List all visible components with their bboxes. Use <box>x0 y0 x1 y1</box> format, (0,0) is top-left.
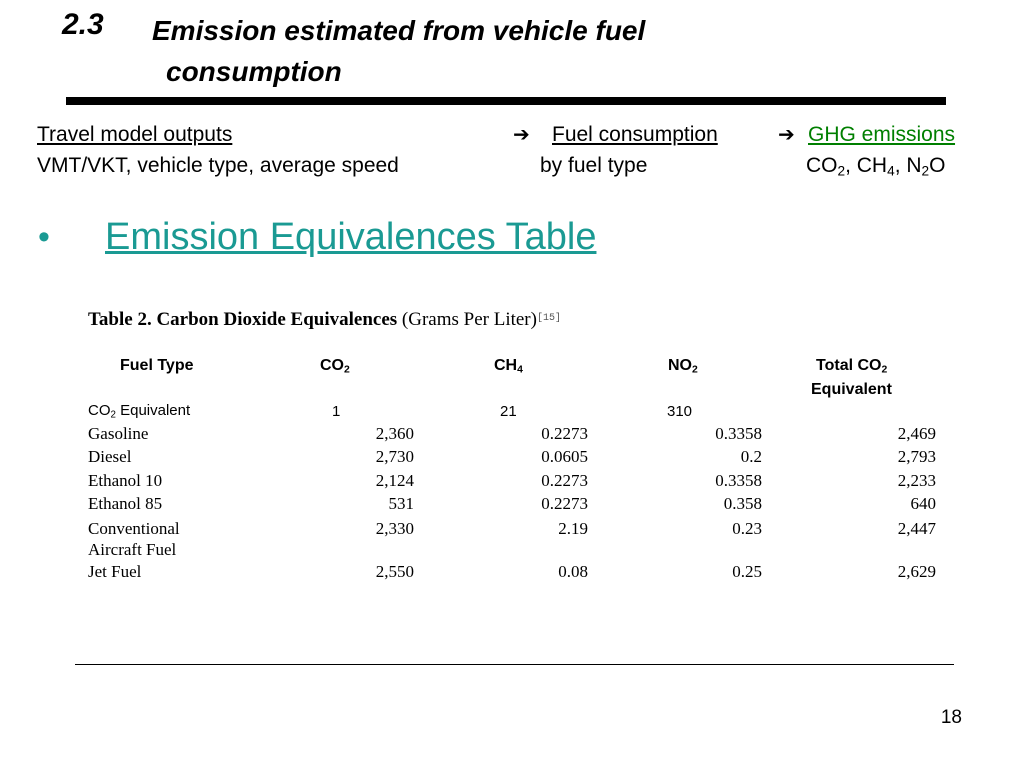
fuel-consumption-detail: by fuel type <box>540 154 648 177</box>
header-fuel-type: Fuel Type <box>120 357 194 374</box>
fuel-name: Ethanol 85 <box>88 494 163 513</box>
slide-title: 2.3 <box>62 8 104 42</box>
table-row: Jet Fuel 2,550 0.08 0.25 2,629 <box>0 562 1024 586</box>
emission-equivalences-link[interactable]: Emission Equivalences Table <box>105 216 597 258</box>
ch4-value: 0.2273 <box>541 471 588 490</box>
bullet-icon: • <box>38 218 50 256</box>
ch4-value: 0.2273 <box>541 424 588 443</box>
fuel-consumption-label: Fuel consumption <box>552 123 718 146</box>
reference-marker: [15] <box>536 313 561 324</box>
total-value: 2,447 <box>897 519 936 538</box>
fuel-name: Diesel <box>88 447 132 466</box>
fuel-name: Gasoline <box>88 424 149 443</box>
co2-value: 531 <box>388 494 415 513</box>
ch4-value: 2.19 <box>558 519 588 538</box>
no2-value: 0.2 <box>740 447 762 466</box>
right-arrow-icon: ➔ <box>513 124 530 146</box>
slide-title-line2: consumption <box>166 56 342 87</box>
no2-value: 0.3358 <box>715 471 762 490</box>
header-ch4: CH4 <box>494 357 523 376</box>
section-number: 2.3 <box>62 8 104 41</box>
ch4-value: 0.2273 <box>541 494 588 513</box>
page-number: 18 <box>940 707 962 728</box>
travel-model-detail: VMT/VKT, vehicle type, average speed <box>37 154 399 177</box>
table-bottom-rule <box>75 664 954 665</box>
total-value: 640 <box>910 494 937 513</box>
ch4-value: 0.0605 <box>541 447 588 466</box>
header-co2: CO2 <box>320 357 350 376</box>
table-row: Gasoline 2,360 0.2273 0.3358 2,469 <box>0 424 1024 448</box>
table-row: Ethanol 85 531 0.2273 0.358 640 <box>0 494 1024 518</box>
ghg-emissions-label: GHG emissions <box>808 123 956 146</box>
no2-value: 0.25 <box>732 562 762 581</box>
total-value: 2,469 <box>897 424 936 443</box>
right-arrow-icon: ➔ <box>778 124 795 146</box>
ch4-equivalent-value: 21 <box>500 403 517 420</box>
fuel-name: Jet Fuel <box>88 562 142 581</box>
ghg-gases-list: CO2, CH4, N2O <box>806 154 946 179</box>
co2-value: 2,124 <box>375 471 414 490</box>
header-total-co2: Total CO2 <box>816 357 888 376</box>
no2-equivalent-value: 310 <box>667 403 693 420</box>
slide-title-line1: Emission estimated from vehicle fuel <box>152 15 646 46</box>
co2-equivalent-label: CO2 Equivalent <box>88 402 191 421</box>
co2-value: 2,330 <box>375 519 414 538</box>
table-row: Ethanol 10 2,124 0.2273 0.3358 2,233 <box>0 471 1024 495</box>
no2-value: 0.23 <box>732 519 762 538</box>
ch4-value: 0.08 <box>558 562 588 581</box>
fuel-name-continued: Aircraft Fuel <box>88 540 177 559</box>
title-divider <box>66 97 946 105</box>
no2-value: 0.358 <box>723 494 762 513</box>
total-value: 2,629 <box>897 562 936 581</box>
travel-model-label: Travel model outputs <box>37 123 233 146</box>
co2-value: 2,550 <box>375 562 414 581</box>
total-value: 2,793 <box>897 447 936 466</box>
total-value: 2,233 <box>897 471 936 490</box>
fuel-name: Conventional <box>88 519 180 538</box>
table-row: Conventional Aircraft Fuel 2,330 2.19 0.… <box>0 519 1024 561</box>
table-caption: Table 2. Carbon Dioxide Equivalences (Gr… <box>88 309 561 330</box>
co2-value: 2,730 <box>375 447 414 466</box>
co2-equivalent-value: 1 <box>332 403 341 420</box>
table-row: Diesel 2,730 0.0605 0.2 2,793 <box>0 447 1024 471</box>
co2-value: 2,360 <box>375 424 414 443</box>
fuel-name: Ethanol 10 <box>88 471 163 490</box>
header-total-equivalent: Equivalent <box>811 381 892 398</box>
header-no2: NO2 <box>668 357 698 376</box>
no2-value: 0.3358 <box>715 424 762 443</box>
